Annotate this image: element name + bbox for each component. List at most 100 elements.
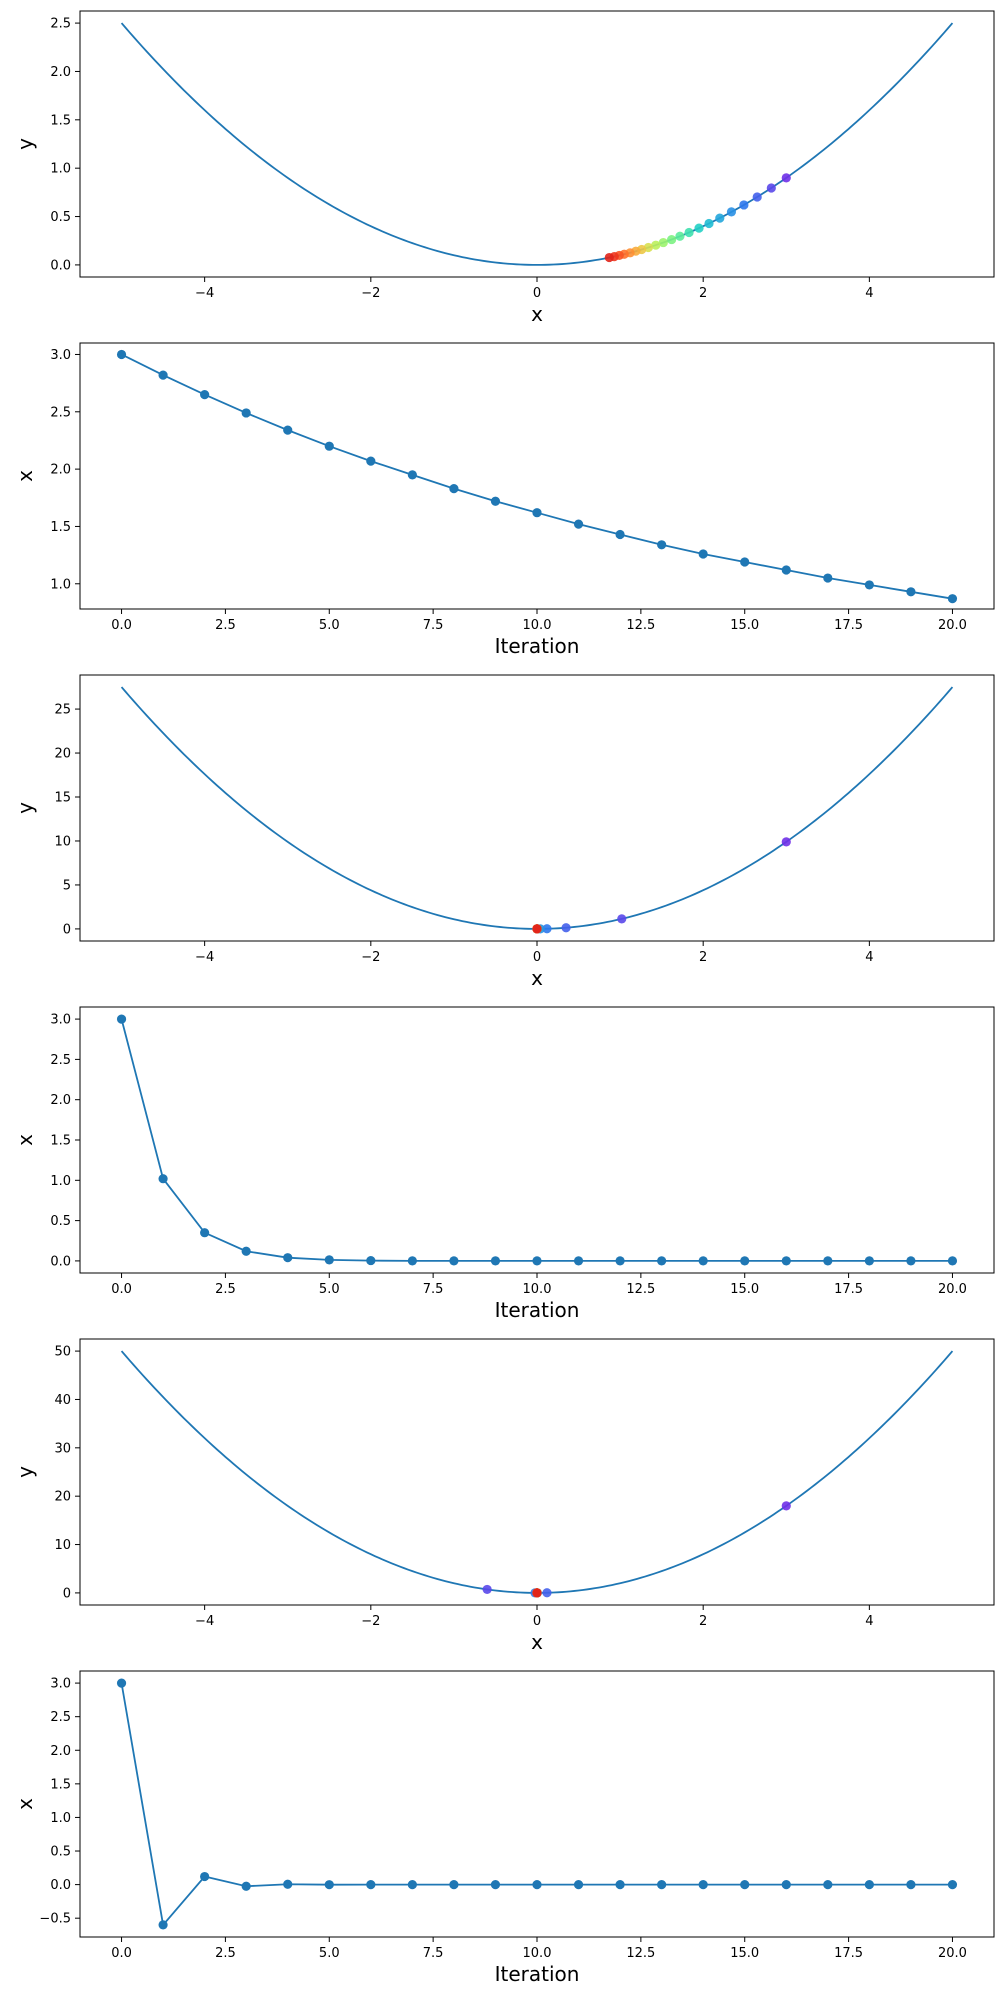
series-point [324,441,334,451]
series-point [241,1246,251,1256]
x-tick-label: 5.0 [319,1282,340,1297]
y-tick-label: 0.5 [50,210,71,225]
series-point [906,1880,916,1890]
x-tick-label: 2.5 [215,1282,236,1297]
series-point [158,1920,168,1930]
series-point [532,1256,542,1266]
y-tick-label: 2.0 [50,65,71,80]
series-point [283,1879,293,1889]
x-axis-label: Iteration [495,1962,580,1986]
iterate-point [704,218,714,229]
x-tick-label: 20.0 [938,1282,967,1297]
iterate-point [482,1584,492,1595]
x-tick-label: 17.5 [834,1282,863,1297]
x-tick-label: −2 [361,950,380,965]
iterate-point [542,924,552,934]
chart-panel-6: 0.0 2.5 5.0 7.5 10.0 12.5 15.0 17.5 20.0 −0.5 0.0 0… [13,1670,995,1986]
iterate-point [781,1501,791,1511]
y-axis-label: x [13,1798,37,1810]
y-tick-label: 10 [54,834,71,849]
series-point [490,1256,501,1266]
series-point [116,349,127,360]
y-tick-label: 0.5 [50,1845,71,1860]
iterate-point [542,1588,552,1598]
series-point [657,540,667,550]
iterate-point [675,231,685,241]
iterate-point [667,234,677,245]
x-tick-label: −2 [361,1614,380,1629]
plot-area [120,22,954,266]
series-point [200,1871,210,1882]
series-point [740,1256,750,1266]
iterate-point [604,252,614,263]
y-axis-label: y [13,138,37,150]
y-tick-label: 0 [63,1586,71,1601]
iterate-point [651,240,661,250]
series-point [241,1881,251,1891]
series-point [573,1256,584,1266]
series-point [324,1255,334,1265]
x-axis-label: x [531,1630,543,1654]
plot-area [120,686,954,934]
y-tick-label: 30 [54,1441,71,1456]
series-point [573,1880,584,1890]
series-point [324,1880,334,1890]
x-tick-label: 20.0 [938,618,967,633]
y-tick-label: 2.0 [50,1744,71,1759]
iterate-point [532,1588,542,1598]
y-tick-label: 1.0 [50,577,71,592]
x-tick-label: 2 [699,1614,707,1629]
series-point [200,389,210,400]
axes-frame [79,342,995,610]
y-tick-label: 0 [63,922,71,937]
series-point [740,1880,750,1890]
x-tick-label: 0 [533,950,541,965]
x-tick-label: 4 [865,950,873,965]
iterate-point [694,223,704,233]
x-axis-label: Iteration [495,1298,580,1322]
iterate-point [739,200,749,210]
series-point [116,1014,127,1024]
chart-panel-4: 0.0 2.5 5.0 7.5 10.0 12.5 15.0 17.5 20.0 0.0 0.5 1.… [13,1006,995,1322]
y-tick-label: 1.5 [50,1134,71,1149]
series-point [283,425,293,435]
series-point [947,1880,958,1890]
plot-area [120,1350,954,1598]
plot-area [116,1678,958,1930]
series-point [200,1228,210,1238]
series-point [490,1880,501,1890]
series-point [615,529,625,540]
series-point [698,1880,708,1890]
series-point [906,587,916,597]
y-tick-label: 3.0 [50,348,71,363]
iterate-point [766,183,776,193]
x-tick-label: 12.5 [626,1946,655,1961]
x-tick-label: 2 [699,950,707,965]
series-point [490,496,501,506]
y-tick-label: 2.0 [50,1093,71,1108]
x-tick-label: 10.0 [523,618,552,633]
x-tick-label: 12.5 [626,1282,655,1297]
y-tick-label: 1.0 [50,1174,71,1189]
iterate-point [752,192,762,202]
axes-frame [79,1006,995,1274]
x-tick-label: 4 [865,1614,873,1629]
axes-frame [79,1670,995,1938]
iterate-point [781,173,791,183]
y-tick-label: 10 [54,1538,71,1553]
x-tick-label: 10.0 [523,1946,552,1961]
y-tick-label: 1.5 [50,1777,71,1792]
x-axis-label: Iteration [495,634,580,658]
y-tick-label: 0.0 [50,258,71,273]
series-point [449,484,459,494]
series-point [823,1256,833,1266]
y-tick-label: 40 [54,1393,71,1408]
x-tick-label: 17.5 [834,1946,863,1961]
x-axis-label: x [531,966,543,990]
x-tick-label: −4 [195,1614,214,1629]
x-tick-label: 7.5 [423,1282,444,1297]
x-tick-label: −2 [361,286,380,301]
axes-frame [79,674,995,942]
series-point [698,1256,708,1266]
